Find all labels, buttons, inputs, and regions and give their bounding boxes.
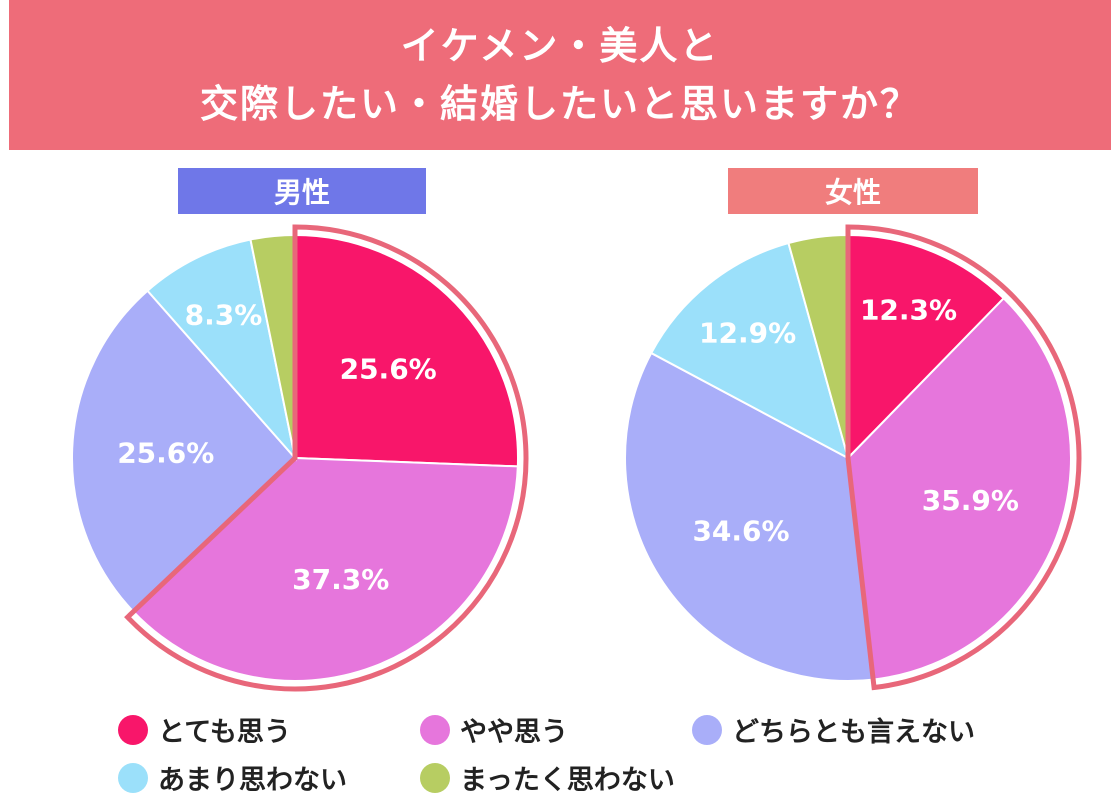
- legend-item-neutral: どちらとも言えない: [692, 710, 975, 749]
- female-slice-somewhat: [846, 296, 1072, 681]
- legend-swatch-not-really: [118, 762, 148, 793]
- legend-swatch-somewhat: [420, 714, 450, 745]
- legend-swatch-very: [118, 714, 148, 745]
- title-line-1: イケメン・美人と: [400, 24, 720, 68]
- legend-swatch-not-at-all: [420, 762, 450, 793]
- legend-label-somewhat: やや思う: [460, 717, 568, 748]
- female-label-somewhat: 35.9%: [922, 484, 1019, 517]
- female-chart-title: 女性: [824, 176, 881, 209]
- legend: とても思う やや思う どちらとも言えない あまり思わない まったく思わない: [0, 700, 1111, 798]
- female-label-very: 12.3%: [860, 293, 957, 326]
- legend-label-very: とても思う: [158, 717, 291, 748]
- male-chart-title: 男性: [273, 176, 330, 209]
- male-label-somewhat: 37.3%: [292, 563, 389, 596]
- legend-label-not-at-all: まったく思わない: [460, 765, 675, 796]
- female-slice-very: [847, 233, 1006, 461]
- female-label-not-really: 12.9%: [699, 317, 796, 350]
- male-highlight-outline: [124, 224, 529, 692]
- female-pie: 12.3% 35.9% 34.6% 12.9%: [624, 224, 1082, 691]
- legend-swatch-neutral: [692, 714, 722, 745]
- male-slice-neutral: [71, 289, 297, 614]
- female-chart-header: 女性: [728, 168, 978, 214]
- male-slice-very: [294, 233, 519, 468]
- legend-item-somewhat: やや思う: [420, 710, 568, 749]
- female-highlight-outline: [845, 224, 1082, 691]
- male-pie: 25.6% 37.3% 25.6% 8.3%: [71, 224, 529, 692]
- male-slice-somewhat: [131, 456, 519, 682]
- male-chart-header: 男性: [178, 168, 426, 214]
- legend-item-not-at-all: まったく思わない: [420, 758, 675, 797]
- male-slice-not-really: [146, 238, 297, 462]
- female-slice-neutral: [624, 351, 875, 682]
- male-label-neutral: 25.6%: [117, 436, 214, 469]
- title-line-2: 交際したい・結婚したいと思いますか？: [199, 82, 920, 126]
- legend-label-neutral: どちらとも言えない: [732, 717, 975, 748]
- title-banner: イケメン・美人と 交際したい・結婚したいと思いますか？: [9, 0, 1111, 150]
- male-label-not-really: 8.3%: [185, 298, 263, 331]
- female-label-neutral: 34.6%: [692, 515, 789, 548]
- female-slice-not-really: [649, 241, 850, 460]
- legend-label-not-really: あまり思わない: [158, 765, 347, 796]
- legend-item-not-really: あまり思わない: [118, 758, 347, 797]
- male-label-very: 25.6%: [340, 352, 437, 385]
- legend-item-very: とても思う: [118, 710, 291, 749]
